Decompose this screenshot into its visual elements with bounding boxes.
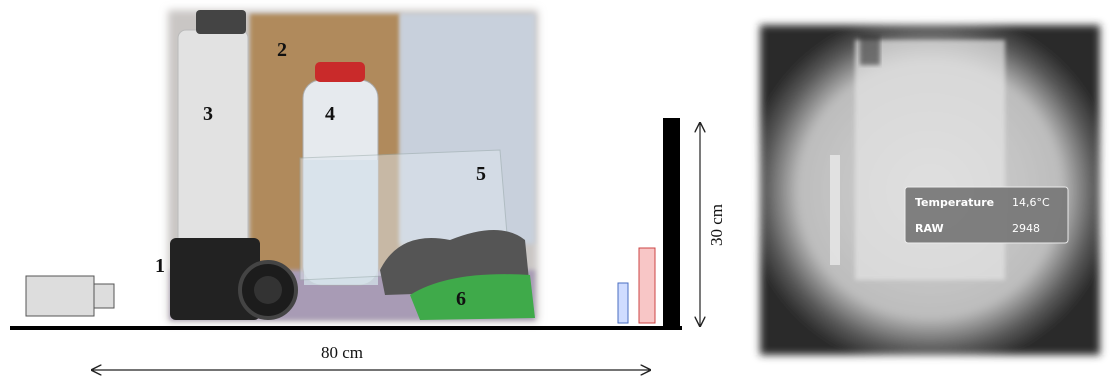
object-label: 5 [476,163,486,185]
blue-bar [618,283,628,323]
figure: 1 2 3 4 5 6 30 cm 80 cm Temperature 14,6… [0,0,1116,378]
height-label: 30 cm [707,204,726,246]
page: 1 2 3 4 5 6 30 cm 80 cm Temperature 14,6… [0,0,1116,378]
red-bar [639,248,655,323]
object-label: 4 [325,103,335,125]
wall [663,118,680,328]
width-label: 80 cm [321,343,363,362]
overlay-value: 2948 [1012,222,1040,235]
object-label: 2 [277,39,287,61]
camera-icon [26,276,114,316]
overlay-key: RAW [915,222,944,235]
object-label: 1 [155,255,165,277]
object-label: 3 [203,103,213,125]
temperature-overlay: Temperature 14,6°C RAW 2948 [905,187,1068,243]
overlay-value: 14,6°C [1012,196,1050,209]
object-label: 6 [456,288,466,310]
overlay-key: Temperature [915,196,994,209]
